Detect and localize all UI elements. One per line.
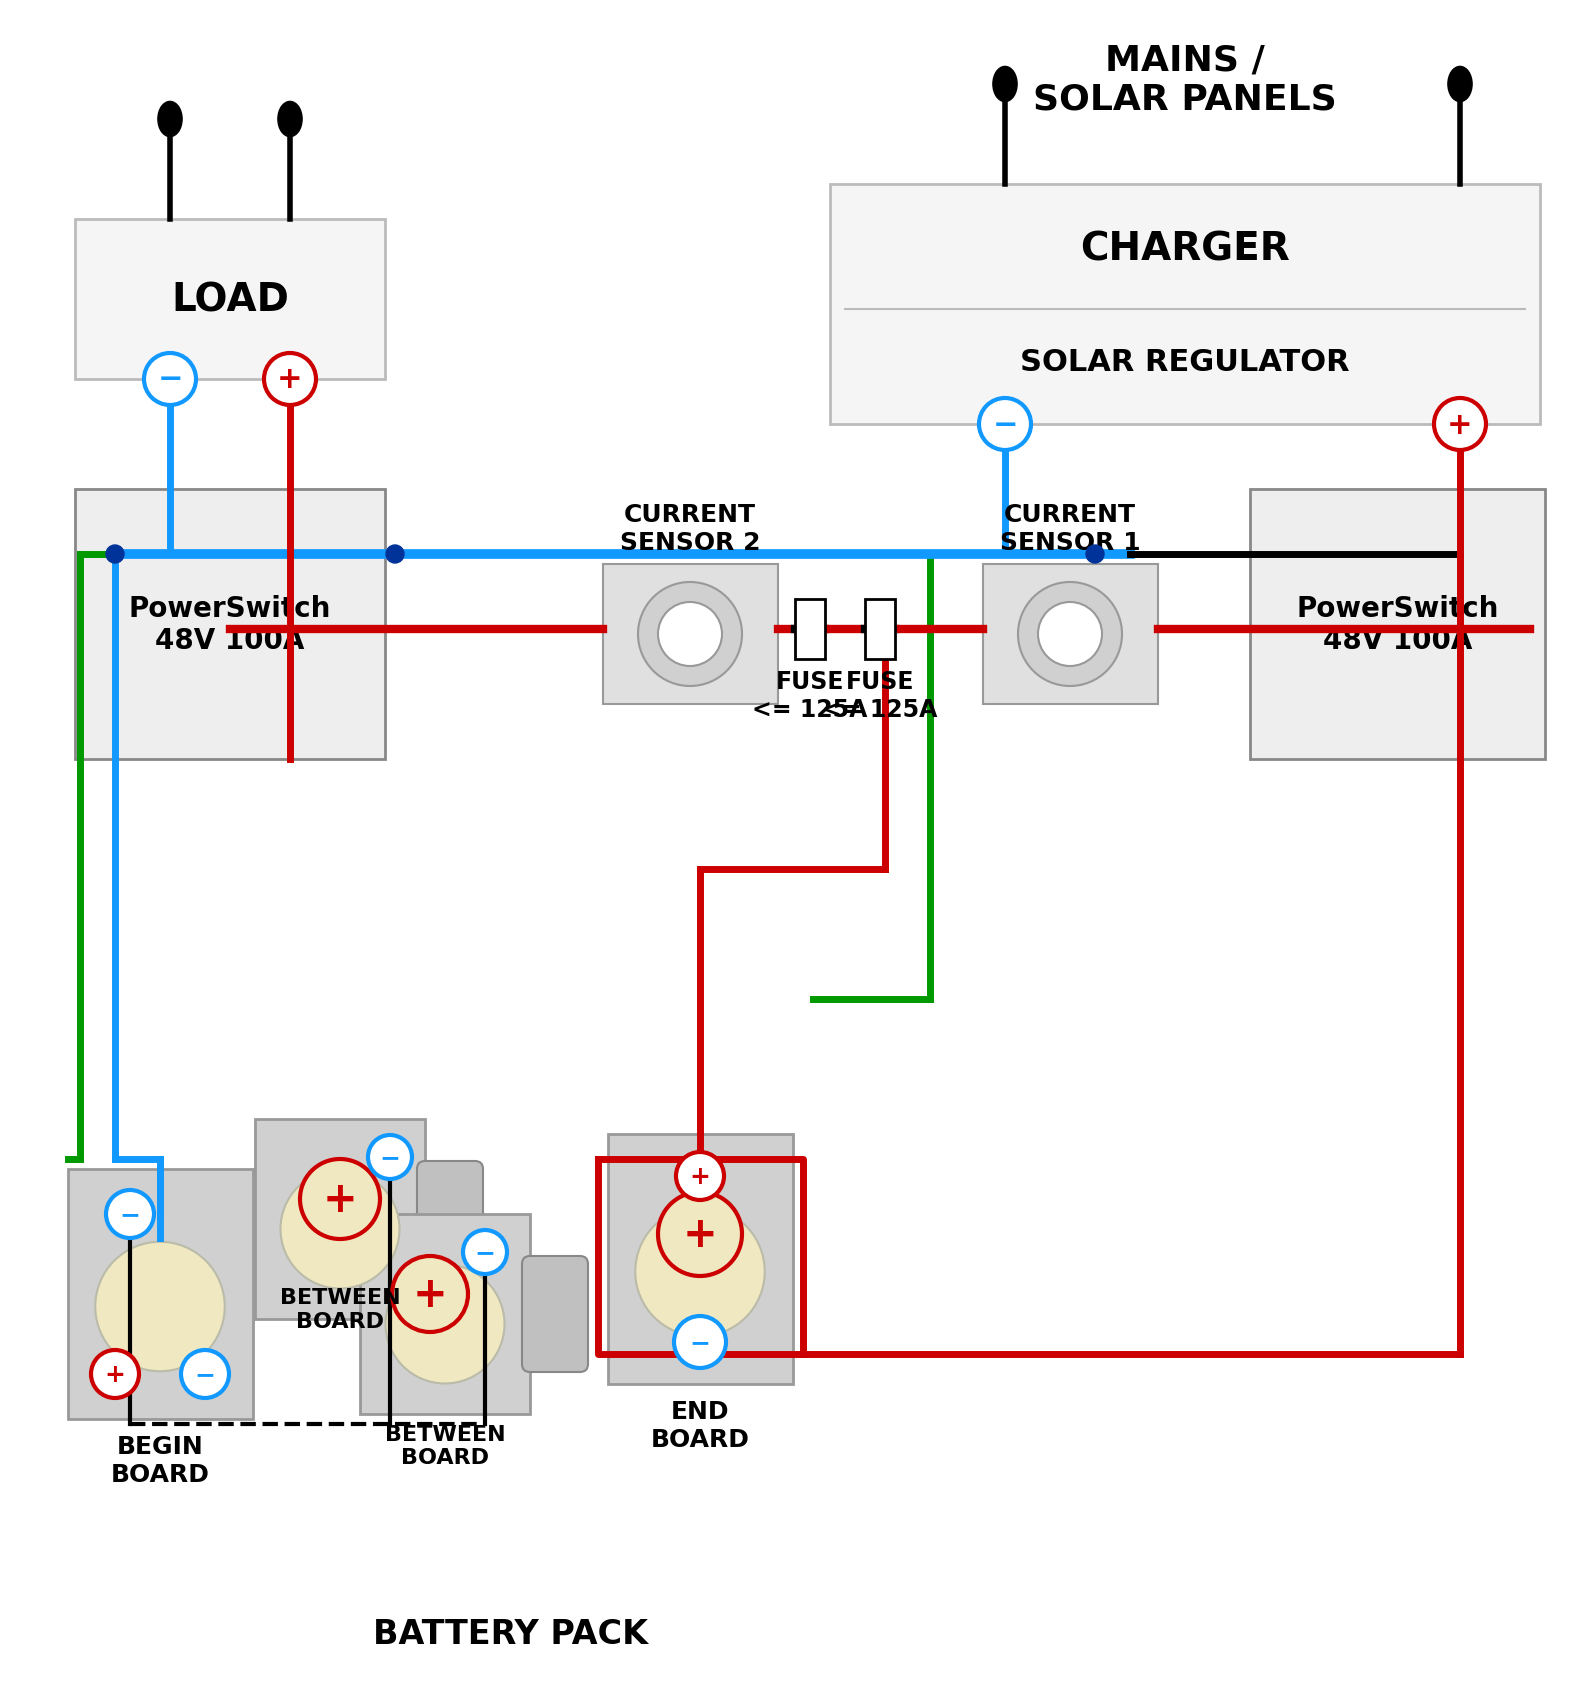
Text: −: − [689, 1331, 711, 1355]
Text: BATTERY PACK: BATTERY PACK [372, 1618, 648, 1650]
Text: −: − [119, 1203, 140, 1226]
Circle shape [1018, 583, 1122, 687]
Circle shape [145, 353, 196, 405]
Circle shape [659, 603, 722, 667]
FancyBboxPatch shape [75, 490, 385, 760]
Text: BETWEEN
BOARD: BETWEEN BOARD [280, 1287, 401, 1331]
Text: CURRENT
SENSOR 2: CURRENT SENSOR 2 [620, 503, 760, 554]
FancyBboxPatch shape [983, 564, 1158, 704]
Text: END
BOARD: END BOARD [651, 1398, 749, 1451]
Ellipse shape [993, 68, 1017, 103]
Circle shape [91, 1350, 138, 1398]
Circle shape [391, 1257, 468, 1333]
Text: −: − [993, 410, 1018, 439]
Circle shape [368, 1135, 412, 1179]
Text: +: + [1448, 410, 1473, 439]
FancyBboxPatch shape [796, 600, 826, 660]
Circle shape [385, 1265, 504, 1383]
Circle shape [387, 546, 404, 564]
Circle shape [638, 583, 741, 687]
Text: −: − [194, 1363, 215, 1387]
Ellipse shape [278, 103, 302, 137]
Circle shape [107, 546, 124, 564]
Circle shape [1037, 603, 1103, 667]
FancyBboxPatch shape [360, 1214, 530, 1414]
Text: BEGIN
BOARD: BEGIN BOARD [110, 1434, 210, 1486]
Circle shape [301, 1159, 380, 1240]
Ellipse shape [1448, 68, 1472, 103]
Circle shape [659, 1192, 741, 1277]
Circle shape [978, 399, 1031, 451]
FancyBboxPatch shape [603, 564, 778, 704]
FancyBboxPatch shape [522, 1257, 589, 1371]
Circle shape [181, 1350, 229, 1398]
FancyBboxPatch shape [831, 184, 1540, 424]
Circle shape [675, 1316, 725, 1368]
Ellipse shape [158, 103, 181, 137]
Circle shape [95, 1241, 224, 1371]
Circle shape [280, 1170, 399, 1289]
Text: +: + [412, 1274, 447, 1316]
Text: SOLAR REGULATOR: SOLAR REGULATOR [1020, 348, 1349, 377]
Text: FUSE
<= 125A: FUSE <= 125A [753, 669, 867, 721]
Circle shape [1087, 546, 1104, 564]
FancyBboxPatch shape [1251, 490, 1545, 760]
Circle shape [635, 1208, 765, 1336]
Text: MAINS /
SOLAR PANELS: MAINS / SOLAR PANELS [1033, 44, 1336, 117]
Circle shape [264, 353, 317, 405]
Circle shape [1433, 399, 1486, 451]
FancyBboxPatch shape [67, 1169, 253, 1419]
Text: LOAD: LOAD [172, 280, 290, 319]
Text: CURRENT
SENSOR 1: CURRENT SENSOR 1 [999, 503, 1141, 554]
Text: −: − [158, 365, 183, 394]
Text: FUSE
<= 125A: FUSE <= 125A [823, 669, 937, 721]
Text: +: + [323, 1179, 358, 1219]
FancyBboxPatch shape [608, 1135, 792, 1385]
Circle shape [463, 1230, 508, 1274]
Text: +: + [277, 365, 302, 394]
Text: PowerSwitch
48V 100A: PowerSwitch 48V 100A [129, 595, 331, 655]
Text: −: − [380, 1145, 401, 1169]
Text: −: − [474, 1240, 495, 1265]
FancyBboxPatch shape [255, 1120, 425, 1319]
FancyBboxPatch shape [866, 600, 896, 660]
FancyBboxPatch shape [75, 220, 385, 380]
Text: PowerSwitch
48V 100A: PowerSwitch 48V 100A [1297, 595, 1499, 655]
Circle shape [676, 1152, 724, 1201]
Text: +: + [689, 1164, 711, 1189]
Circle shape [107, 1191, 154, 1238]
Text: BETWEEN
BOARD: BETWEEN BOARD [385, 1424, 506, 1468]
Text: +: + [683, 1213, 718, 1255]
FancyBboxPatch shape [417, 1162, 484, 1277]
Text: +: + [105, 1363, 126, 1387]
Text: CHARGER: CHARGER [1080, 231, 1290, 269]
